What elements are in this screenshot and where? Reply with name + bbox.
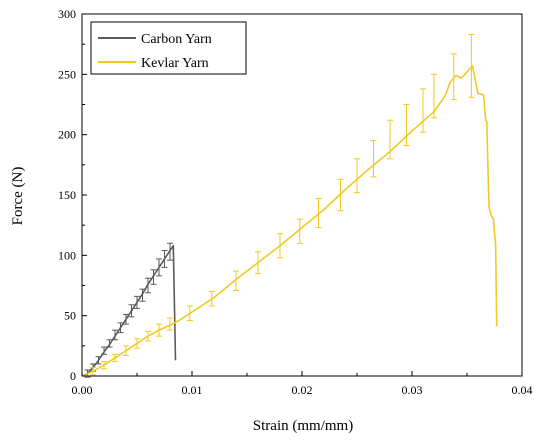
series-layer: [81, 34, 498, 378]
y-tick-label-5: 250: [58, 67, 76, 81]
x-tick-label-4: 0.04: [512, 383, 533, 397]
legend-box: [90, 21, 247, 75]
legend: Carbon Yarn Kevlar Yarn: [90, 21, 247, 75]
y-tick-label-0: 0: [70, 369, 76, 383]
y-axis-title: Force (N): [10, 167, 26, 226]
y-tick-label-2: 100: [58, 248, 76, 262]
errorbar-kevlar-yarn-17: [370, 140, 377, 178]
series-line-kevlar-yarn: [81, 65, 498, 377]
errorbar-kevlar-yarn-16: [354, 158, 360, 194]
x-tick-label-1: 0.01: [182, 383, 203, 397]
errorbar-kevlar-yarn-19: [403, 104, 410, 147]
legend-label-carbon-yarn: Carbon Yarn: [141, 32, 212, 47]
axes-layer: 0.00 0.01 0.02 0.03 0.04 0 50 100 150 200 250 300: [58, 7, 533, 397]
y-tick-label-3: 150: [58, 188, 76, 202]
x-axis-title: Strain (mm/mm): [253, 418, 353, 434]
series-kevlar-yarn: [81, 34, 498, 377]
errorbar-kevlar-yarn-23: [468, 34, 475, 98]
x-tick-label-0: 0.00: [72, 383, 93, 397]
errorbar-kevlar-yarn-13: [296, 218, 303, 244]
errorbar-kevlar-yarn-20: [420, 88, 426, 133]
series-carbon-yarn: [81, 242, 177, 378]
y-tick-label-6: 300: [58, 7, 76, 21]
series-line-carbon-yarn: [81, 244, 177, 377]
y-tick-label-1: 50: [64, 309, 76, 323]
errorbar-kevlar-yarn-7: [167, 317, 173, 331]
y-tick-label-4: 200: [58, 128, 76, 142]
x-tick-label-3: 0.03: [402, 383, 423, 397]
x-tick-label-2: 0.02: [292, 383, 313, 397]
legend-label-kevlar-yarn: Kevlar Yarn: [141, 56, 209, 71]
errorbar-kevlar-yarn-10: [233, 270, 239, 291]
